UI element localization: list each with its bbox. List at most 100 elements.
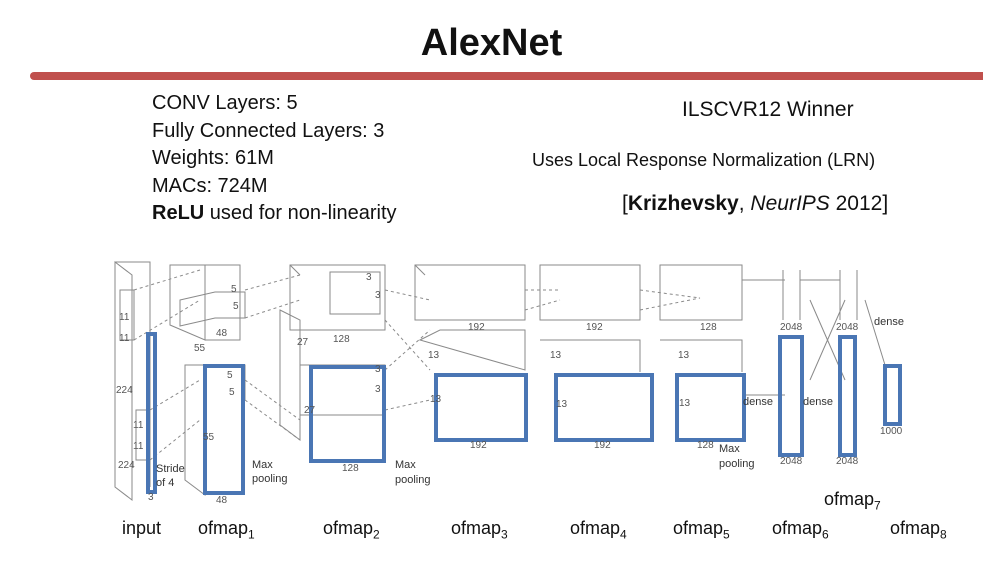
label-3-c: 3: [375, 364, 381, 375]
label-128-d: 128: [697, 440, 714, 451]
input-highlight: [146, 332, 157, 494]
stat-conv-layers: CONV Layers: 5: [152, 92, 298, 114]
ofmap2-projection-lines: [384, 289, 431, 411]
ofmap7-highlight: [838, 335, 857, 457]
maxpool2-label-a: Max: [395, 459, 416, 471]
label-55-a: 55: [194, 343, 206, 354]
relu-rest: used for non-linearity: [204, 202, 397, 224]
stat-weights: Weights: 61M: [152, 147, 274, 169]
ofmap2-label: ofmap2: [323, 518, 380, 542]
ofmap8-sub: 8: [940, 527, 947, 542]
ofmap1-bottom-volume: [184, 364, 246, 496]
label-1000: 1000: [880, 426, 903, 437]
label-192-b: 192: [470, 440, 487, 451]
citation-year: 2012]: [829, 192, 889, 215]
label-13-f: 13: [679, 398, 691, 409]
citation-sep: ,: [738, 192, 751, 215]
label-55-b: 55: [203, 432, 215, 443]
ofmap4-label: ofmap4: [570, 518, 627, 542]
ofmap1-projection-lines: [244, 274, 301, 441]
ofmap6-highlight: [778, 335, 804, 457]
diagram-annotations: 11 11 11 11 224 224 3 Stride of 4 5 5 5 …: [116, 272, 904, 506]
label-224-a: 224: [116, 385, 133, 396]
ofmap3-top-volume: [414, 264, 526, 321]
citation-author: Krizhevsky: [627, 192, 739, 215]
winner-note: ILSCVR12 Winner: [682, 98, 854, 121]
label-13-e: 13: [678, 350, 690, 361]
label-192-d: 192: [594, 440, 611, 451]
ofmap3-base: ofmap: [451, 518, 502, 538]
slide-title: AlexNet: [420, 22, 563, 64]
label-5-c: 5: [227, 370, 233, 381]
label-3-b: 3: [375, 290, 381, 301]
ofmap5-highlight: [675, 373, 746, 442]
label-3-input: 3: [148, 492, 154, 503]
diagram-sketch: [114, 260, 886, 502]
label-13-c: 13: [550, 350, 562, 361]
citation-venue: NeurIPS: [750, 192, 830, 215]
ofmap7-label: ofmap7: [824, 489, 881, 513]
ofmap5-label: ofmap5: [673, 518, 730, 542]
citation: [Krizhevsky, NeurIPS 2012]: [622, 192, 888, 216]
title-divider: [30, 72, 983, 80]
ofmap4-sub: 4: [620, 527, 627, 542]
maxpool1-label-a: Max: [252, 459, 273, 471]
ofmap2-sub: 2: [373, 527, 380, 542]
ofmap6-base: ofmap: [772, 518, 823, 538]
label-128-b: 128: [342, 463, 359, 474]
label-5-b: 5: [233, 301, 239, 312]
ofmap5-base: ofmap: [673, 518, 724, 538]
ofmap7-sub: 7: [874, 498, 881, 513]
ofmap8-highlight: [883, 364, 902, 426]
label-48-a: 48: [216, 328, 228, 339]
ofmap2-base: ofmap: [323, 518, 374, 538]
highlight-boxes: [146, 332, 902, 495]
maxpool1-label-b: pooling: [252, 473, 287, 485]
label-2048-c: 2048: [780, 456, 803, 467]
ofmap5-top-volume: [659, 264, 743, 321]
ofmap2-top-volume: [289, 264, 386, 331]
label-5-a: 5: [231, 284, 237, 295]
ofmap3-projection-lines: [524, 289, 561, 311]
ofmap5-bottom-top: [660, 339, 743, 372]
label-2048-b: 2048: [836, 322, 859, 333]
ofmap4-base: ofmap: [570, 518, 621, 538]
label-3-d: 3: [375, 384, 381, 395]
citation-open: [: [622, 192, 628, 215]
label-128-a: 128: [333, 334, 350, 345]
ofmap3-label: ofmap3: [451, 518, 508, 542]
label-192-a: 192: [468, 322, 485, 333]
label-192-c: 192: [586, 322, 603, 333]
label-2048-a: 2048: [780, 322, 803, 333]
label-13-b: 13: [430, 394, 442, 405]
maxpool3-label-b: pooling: [719, 458, 754, 470]
ofmap1-highlight: [203, 364, 245, 495]
ofmap3-sub: 3: [501, 527, 508, 542]
stride-of4-label: of 4: [156, 477, 174, 489]
ofmap8-base: ofmap: [890, 518, 941, 538]
ofmap2-highlight: [309, 365, 386, 463]
fc-top-volumes: [782, 270, 858, 320]
maxpool3-label-a: Max: [719, 443, 740, 455]
stat-relu: ReLU used for non-linearity: [152, 200, 397, 228]
label-48-b: 48: [216, 495, 228, 506]
dense-label-3: dense: [874, 316, 904, 328]
dense-label-2: dense: [803, 396, 833, 408]
maxpool2-label-b: pooling: [395, 474, 430, 486]
input-label: input: [122, 518, 162, 538]
label-224-b: 224: [118, 460, 135, 471]
ofmap6-sub: 6: [822, 527, 829, 542]
ofmap5-sub: 5: [723, 527, 730, 542]
label-11-d: 11: [133, 441, 144, 452]
label-13-a: 13: [428, 350, 440, 361]
label-13-d: 13: [556, 399, 568, 410]
ofmap1-top-volume: [169, 264, 241, 341]
label-5-d: 5: [229, 387, 235, 398]
label-128-c: 128: [700, 322, 717, 333]
lrn-note: Uses Local Response Normalization (LRN): [532, 150, 876, 170]
ofmap1-label: ofmap1: [198, 518, 255, 542]
ofmap3-bottom-top: [418, 329, 526, 371]
ofmap2-bottom-side: [279, 309, 301, 441]
input-kernel-top: [119, 289, 135, 341]
label-27-b: 27: [304, 405, 316, 416]
